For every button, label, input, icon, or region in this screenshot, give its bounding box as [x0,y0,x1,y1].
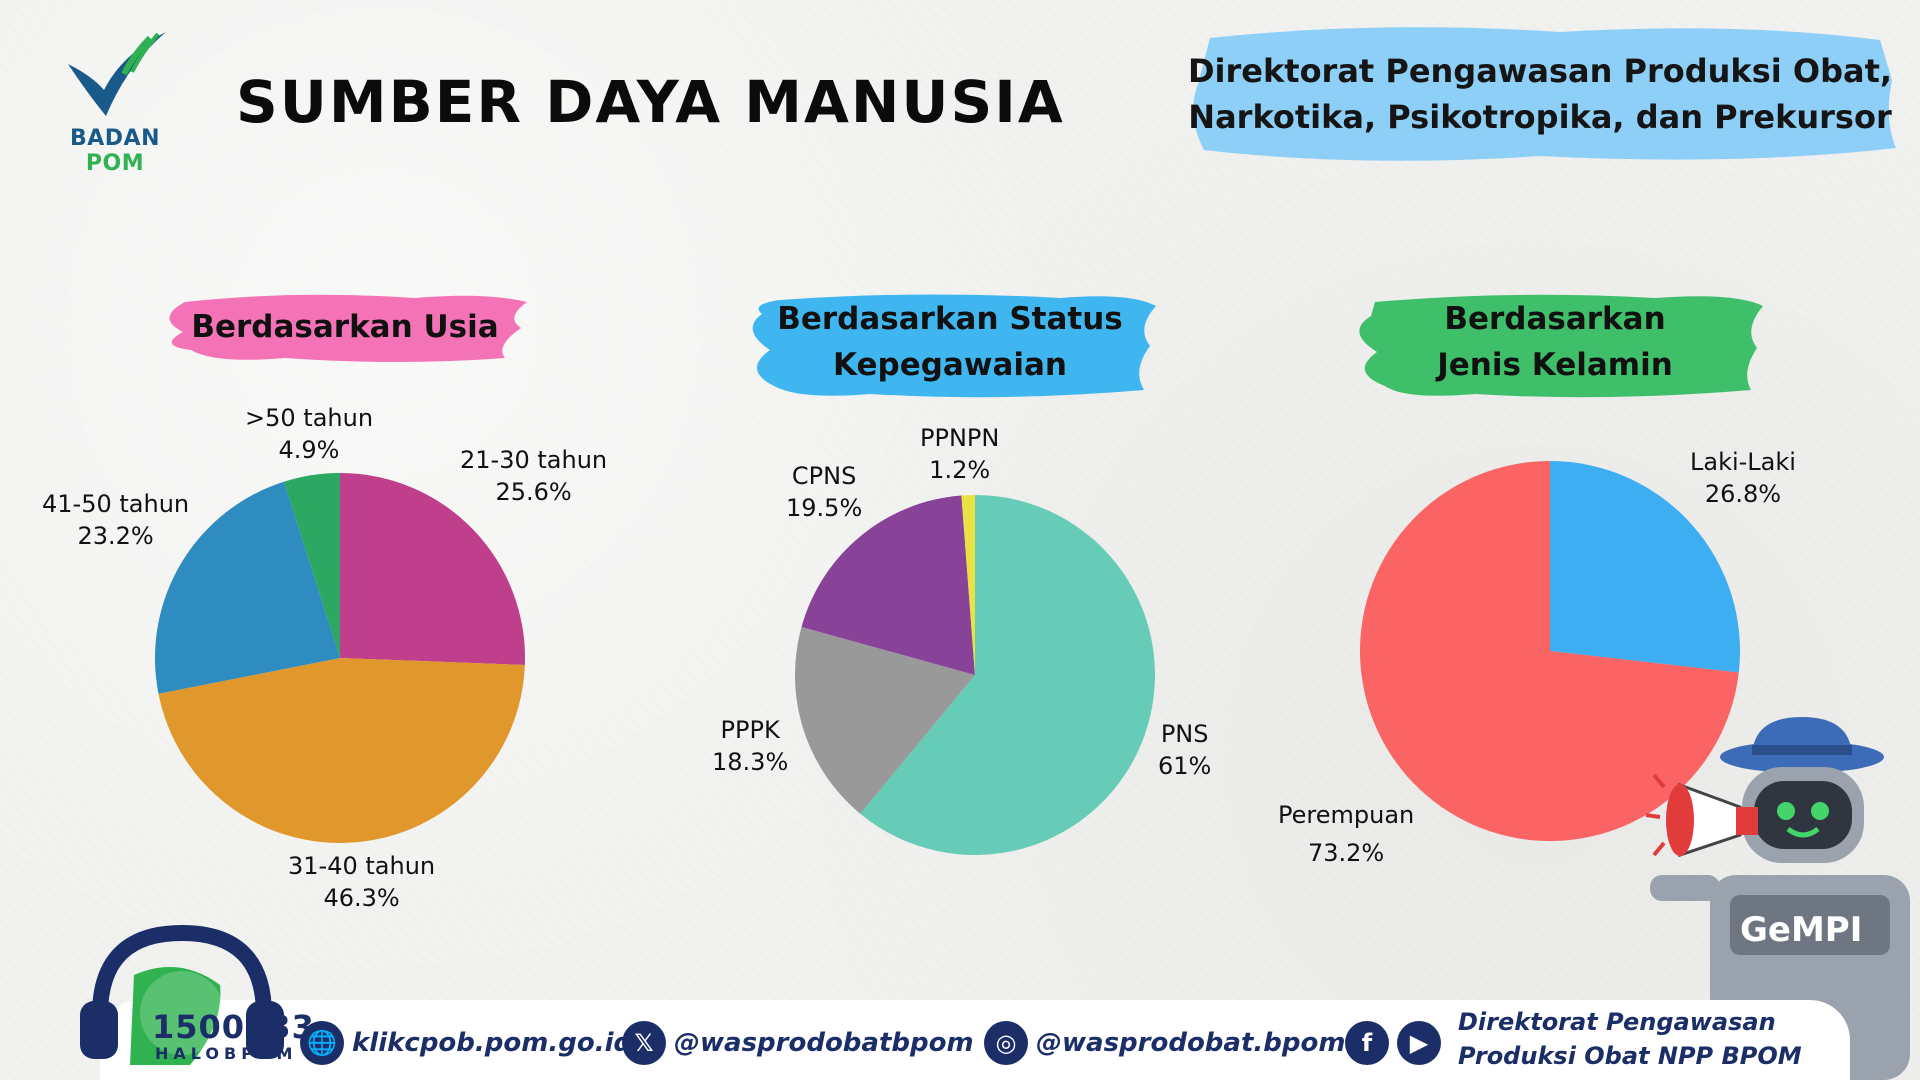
footer-directorate: Direktorat Pengawasan Produksi Obat NPP … [1458,1005,1802,1073]
section-title-status: Berdasarkan Status Kepegawaian [740,296,1160,388]
section-header-usia: Berdasarkan Usia [155,288,535,366]
section-title-usia: Berdasarkan Usia [191,309,499,345]
pie-label-pns: PNS 61% [1158,720,1212,780]
instagram-handle: @wasprodobat.bpom [1036,1028,1346,1058]
logo-text: BADAN POM [70,126,160,176]
pie-label-over-50: >50 tahun 4.9% [245,404,374,464]
facebook-youtube-links[interactable]: f ▶ [1345,1021,1449,1065]
instagram-icon: ◎ [984,1021,1028,1065]
section-title-kelamin-line1: Berdasarkan [1444,301,1666,337]
website-text: klikcpob.pom.go.id [352,1028,633,1058]
pie-label-ppnpn: PPNPN 1.2% [920,424,1000,484]
instagram-link[interactable]: ◎ @wasprodobat.bpom [984,1021,1346,1065]
section-header-kelamin: Berdasarkan Jenis Kelamin [1345,290,1765,402]
section-header-status: Berdasarkan Status Kepegawaian [740,290,1160,402]
x-link[interactable]: 𝕏 @wasprodobatbpom [622,1021,974,1065]
hotline-subtitle: HALOBPOM [155,1044,298,1063]
pie-label-laki-laki: Laki-Laki 26.8% [1690,448,1796,508]
directorate-banner: Direktorat Pengawasan Produksi Obat, Nar… [1180,20,1900,168]
section-title-kelamin: Berdasarkan Jenis Kelamin [1345,296,1765,388]
footer-directorate-line1: Direktorat Pengawasan [1458,1008,1776,1036]
x-handle: @wasprodobatbpom [674,1028,974,1058]
footer-bar [100,1000,1850,1080]
website-link[interactable]: 🌐 klikcpob.pom.go.id [300,1021,633,1065]
directorate-line1: Direktorat Pengawasan Produksi Obat, [1187,52,1893,90]
hotline-number: 1500533 [152,1008,315,1046]
section-title-status-line1: Berdasarkan Status [777,301,1123,337]
globe-icon: 🌐 [300,1021,344,1065]
youtube-icon: ▶ [1397,1021,1441,1065]
directorate-line2: Narkotika, Psikotropika, dan Prekursor [1188,98,1892,136]
page-title: SUMBER DAYA MANUSIA [236,68,1065,136]
mascot-text: GeMPI [1740,910,1862,950]
pie-label-pppk: PPPK 18.3% [712,716,789,776]
check-logo-icon [68,32,166,116]
x-icon: 𝕏 [622,1021,666,1065]
pie-label-41-50: 41-50 tahun 23.2% [42,490,190,550]
headset-icon [80,924,284,1065]
footer-directorate-line2: Produksi Obat NPP BPOM [1458,1042,1802,1070]
pie-label-31-40: 31-40 tahun 46.3% [288,852,436,912]
section-title-status-line2: Kepegawaian [833,347,1067,383]
badan-pom-logo: BADAN POM [40,24,190,176]
pie-label-cpns: CPNS 19.5% [786,462,863,522]
section-title-kelamin-line2: Jenis Kelamin [1437,347,1673,383]
facebook-icon: f [1345,1021,1389,1065]
pie-label-perempuan: Perempuan 73.2% [1278,801,1415,867]
pie-label-21-30: 21-30 tahun 25.6% [460,446,608,506]
